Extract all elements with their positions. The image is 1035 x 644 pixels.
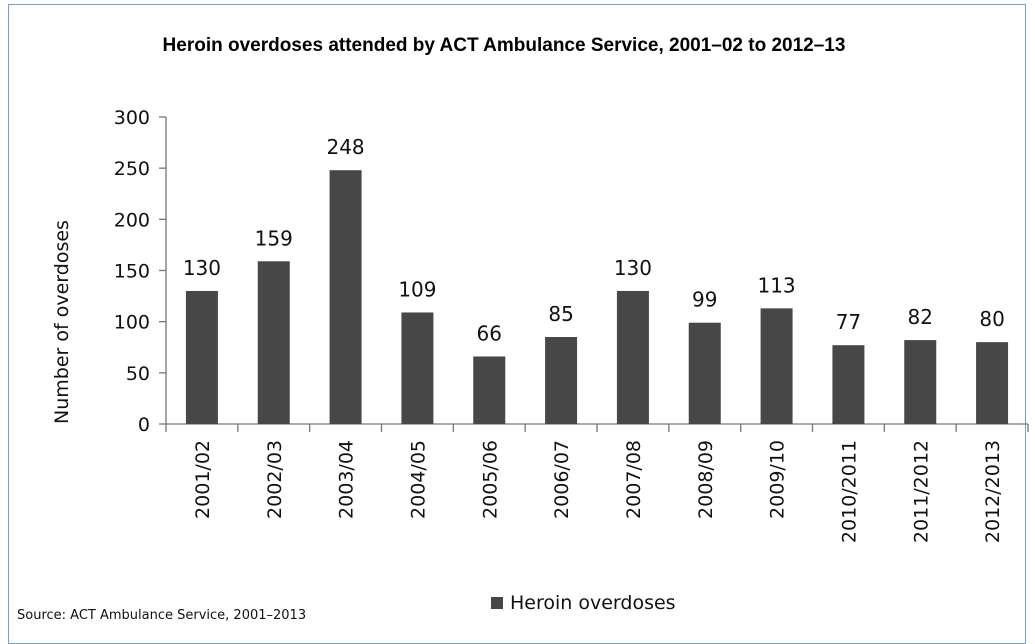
- legend: Heroin overdoses: [491, 592, 676, 614]
- y-tick-label: 200: [114, 209, 150, 231]
- bar: [688, 322, 721, 424]
- chart-title: Heroin overdoses attended by ACT Ambulan…: [163, 35, 846, 56]
- y-tick-label: 50: [126, 363, 150, 385]
- data-label: 82: [908, 305, 933, 329]
- bar: [401, 312, 434, 424]
- bar: [760, 308, 793, 424]
- x-tick-label: 2011/2012: [910, 440, 932, 543]
- bar: [832, 345, 865, 424]
- x-tick-label: 2002/03: [264, 440, 286, 519]
- x-tick-label: 2005/06: [479, 440, 501, 519]
- data-label: 85: [548, 302, 573, 326]
- x-tick-label: 2001/02: [192, 440, 214, 519]
- legend-label: Heroin overdoses: [510, 592, 676, 614]
- x-tick-labels: 2001/02 2002/03 2003/04 2004/05 2005/06 2006/…: [192, 440, 1004, 543]
- bar: [616, 290, 649, 424]
- x-tick-label: 2008/09: [695, 440, 717, 519]
- x-tick-label: 2007/08: [623, 440, 645, 519]
- data-label: 130: [614, 256, 652, 280]
- chart-svg: Heroin overdoses attended by ACT Ambulan…: [17, 35, 1029, 623]
- y-axis-label: Number of overdoses: [51, 220, 73, 424]
- y-tick-label: 100: [114, 312, 150, 334]
- data-label: 113: [757, 273, 795, 297]
- data-label: 77: [836, 310, 861, 334]
- x-tick-label: 2010/2011: [838, 440, 860, 543]
- x-tick-label: 2004/05: [407, 440, 429, 519]
- data-label: 248: [326, 135, 364, 159]
- y-tick-label: 250: [114, 158, 150, 180]
- y-tick-labels: 0 50 100 150 200 250 300: [114, 107, 150, 436]
- legend-swatch: [491, 597, 503, 609]
- data-labels: 130 159 248 109 66 85 130 99 113 77 82 80: [183, 135, 1005, 345]
- bar: [976, 342, 1009, 424]
- y-tick-label: 300: [114, 107, 150, 129]
- data-label: 109: [398, 277, 436, 301]
- bar: [185, 290, 218, 424]
- x-tick-label: 2009/10: [767, 440, 789, 519]
- data-label: 66: [477, 321, 502, 345]
- x-tick-label: 2006/07: [551, 440, 573, 519]
- bar: [904, 340, 937, 424]
- data-label: 99: [692, 288, 717, 312]
- data-label: 130: [183, 256, 221, 280]
- data-label: 80: [979, 307, 1004, 331]
- data-label: 159: [255, 226, 293, 250]
- source-note: Source: ACT Ambulance Service, 2001–2013: [17, 608, 306, 623]
- bar: [545, 337, 578, 424]
- bar: [257, 261, 290, 424]
- bar: [473, 356, 506, 424]
- axes: [159, 116, 1029, 432]
- bar: [329, 170, 362, 424]
- x-tick-label: 2003/04: [336, 440, 358, 519]
- x-tick-label: 2012/2013: [982, 440, 1004, 543]
- y-tick-label: 0: [138, 414, 150, 436]
- y-tick-label: 150: [114, 261, 150, 283]
- bars: [185, 170, 1009, 424]
